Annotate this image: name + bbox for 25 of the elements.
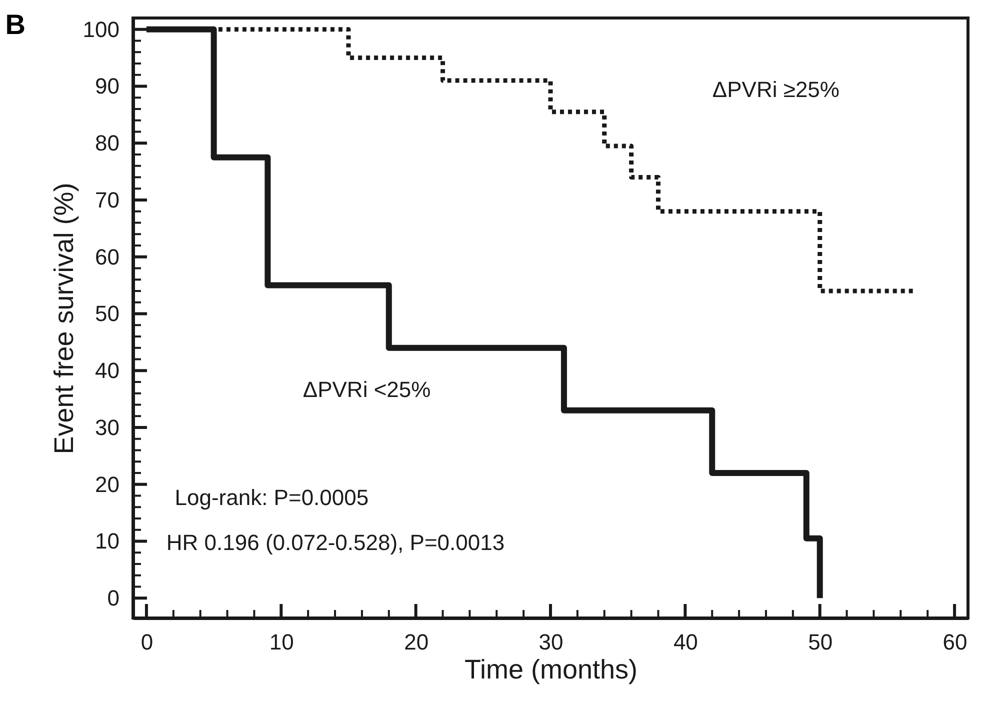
x-tick-label: 50 — [808, 630, 833, 654]
x-axis-title: Time (months) — [464, 654, 638, 684]
y-tick-label: 50 — [95, 301, 120, 326]
y-tick-label: 10 — [95, 528, 120, 554]
annotation: HR 0.196 (0.072-0.528), P=0.0013 — [166, 530, 505, 555]
y-tick-label: 20 — [95, 472, 120, 497]
y-axis-title: Event free survival (%) — [48, 182, 79, 454]
annotation: Log-rank: P=0.0005 — [174, 485, 369, 510]
annotation: ΔPVRi <25% — [302, 377, 431, 402]
annotation: ΔPVRi ≥25% — [712, 77, 840, 102]
x-tick-label: 10 — [269, 630, 294, 654]
x-tick-label: 30 — [538, 630, 564, 654]
y-tick-label: 80 — [95, 130, 120, 156]
y-tick-label: 60 — [95, 244, 120, 270]
chart-title: B — [5, 9, 26, 40]
y-tick-label: 40 — [95, 358, 120, 384]
x-tick-label: 60 — [942, 630, 968, 654]
y-tick-label: 0 — [107, 586, 120, 611]
y-tick-label: 100 — [82, 16, 120, 42]
x-tick-label: 40 — [673, 630, 698, 654]
x-tick-label: 0 — [140, 630, 154, 654]
y-tick-label: 30 — [95, 414, 120, 440]
y-tick-label: 90 — [95, 74, 120, 99]
x-tick-label: 20 — [404, 630, 429, 654]
y-tick-label: 70 — [95, 187, 120, 212]
